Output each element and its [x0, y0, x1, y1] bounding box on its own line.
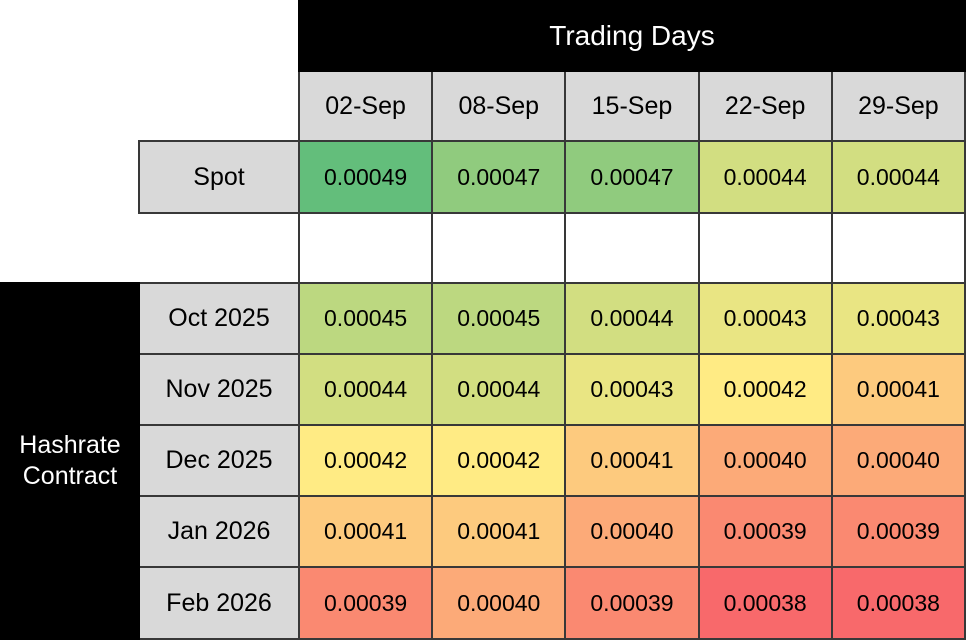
- empty-cell: [830, 212, 966, 284]
- spacer-row: [1, 212, 966, 284]
- contract-row-dec-2025: Dec 2025 0.00042 0.00042 0.00041 0.00040…: [1, 424, 966, 497]
- blank-spacer: [1, 213, 299, 283]
- heatmap-cell-oct-22sep: 0.00043: [697, 282, 833, 355]
- heatmap-cell-jan-02sep: 0.00041: [297, 495, 434, 568]
- heatmap-cell-oct-29sep: 0.00043: [830, 282, 966, 355]
- heatmap-cell-nov-08sep: 0.00044: [431, 353, 567, 426]
- hashrate-contract-block-label: Hashrate Contract: [0, 282, 140, 640]
- empty-cell: [431, 212, 567, 284]
- spot-row-label: Spot: [138, 140, 300, 214]
- contract-row-label-jan-2026: Jan 2026: [138, 495, 300, 568]
- empty-cell: [564, 212, 700, 284]
- heatmap-cell-feb-29sep: 0.00038: [830, 566, 966, 640]
- trading-days-header: Trading Days: [298, 0, 966, 72]
- heatmap-cell-spot-15sep: 0.00047: [564, 140, 700, 214]
- heatmap-cell-feb-22sep: 0.00038: [697, 566, 833, 640]
- contract-row-label-dec-2025: Dec 2025: [138, 424, 300, 497]
- heatmap-cell-nov-22sep: 0.00042: [697, 353, 833, 426]
- heatmap-cell-jan-29sep: 0.00039: [830, 495, 966, 568]
- column-header-22-sep: 22-Sep: [697, 70, 833, 142]
- heatmap-cell-oct-08sep: 0.00045: [431, 282, 567, 355]
- heatmap-cell-dec-29sep: 0.00040: [830, 424, 966, 497]
- heatmap-cell-dec-15sep: 0.00041: [564, 424, 700, 497]
- heatmap-cell-spot-08sep: 0.00047: [431, 140, 567, 214]
- heatmap-cell-nov-15sep: 0.00043: [564, 353, 700, 426]
- heatmap-cell-spot-02sep: 0.00049: [297, 140, 434, 214]
- heatmap-cell-dec-08sep: 0.00042: [431, 424, 567, 497]
- heatmap-cell-nov-29sep: 0.00041: [830, 353, 966, 426]
- heatmap-cell-feb-08sep: 0.00040: [431, 566, 567, 640]
- heatmap-cell-feb-02sep: 0.00039: [297, 566, 434, 640]
- column-header-08-sep: 08-Sep: [431, 70, 567, 142]
- heatmap-cell-jan-08sep: 0.00041: [431, 495, 567, 568]
- heatmap-cell-oct-02sep: 0.00045: [297, 282, 434, 355]
- trading-days-header-row: Trading Days: [1, 0, 966, 72]
- contract-row-label-feb-2026: Feb 2026: [138, 566, 300, 640]
- heatmap-cell-nov-02sep: 0.00044: [297, 353, 434, 426]
- heatmap-cell-spot-22sep: 0.00044: [697, 140, 833, 214]
- empty-cell: [697, 212, 833, 284]
- heatmap-cell-dec-22sep: 0.00040: [697, 424, 833, 497]
- date-header-row: 02-Sep 08-Sep 15-Sep 22-Sep 29-Sep: [1, 70, 966, 142]
- blank-spacer: [1, 1, 299, 71]
- column-header-29-sep: 29-Sep: [830, 70, 966, 142]
- contract-row-feb-2026: Feb 2026 0.00039 0.00040 0.00039 0.00038…: [1, 566, 966, 640]
- column-header-15-sep: 15-Sep: [564, 70, 700, 142]
- contract-row-oct-2025: Hashrate Contract Oct 2025 0.00045 0.000…: [0, 282, 966, 640]
- contract-row-nov-2025: Nov 2025 0.00044 0.00044 0.00043 0.00042…: [1, 353, 966, 426]
- spot-row: Spot 0.00049 0.00047 0.00047 0.00044 0.0…: [1, 140, 966, 214]
- contract-row-label-oct-2025: Oct 2025: [138, 282, 300, 355]
- empty-cell: [297, 212, 434, 284]
- contract-row-label-nov-2025: Nov 2025: [138, 353, 300, 426]
- heatmap-cell-jan-15sep: 0.00040: [564, 495, 700, 568]
- heatmap-cell-spot-29sep: 0.00044: [830, 140, 966, 214]
- blank-spacer: [1, 71, 299, 141]
- heatmap-cell-feb-15sep: 0.00039: [564, 566, 700, 640]
- blank-spacer: [1, 141, 139, 213]
- heatmap-cell-jan-22sep: 0.00039: [697, 495, 833, 568]
- contract-row-jan-2026: Jan 2026 0.00041 0.00041 0.00040 0.00039…: [1, 495, 966, 568]
- heatmap-cell-oct-15sep: 0.00044: [564, 282, 700, 355]
- heatmap-cell-dec-02sep: 0.00042: [297, 424, 434, 497]
- column-header-02-sep: 02-Sep: [297, 70, 434, 142]
